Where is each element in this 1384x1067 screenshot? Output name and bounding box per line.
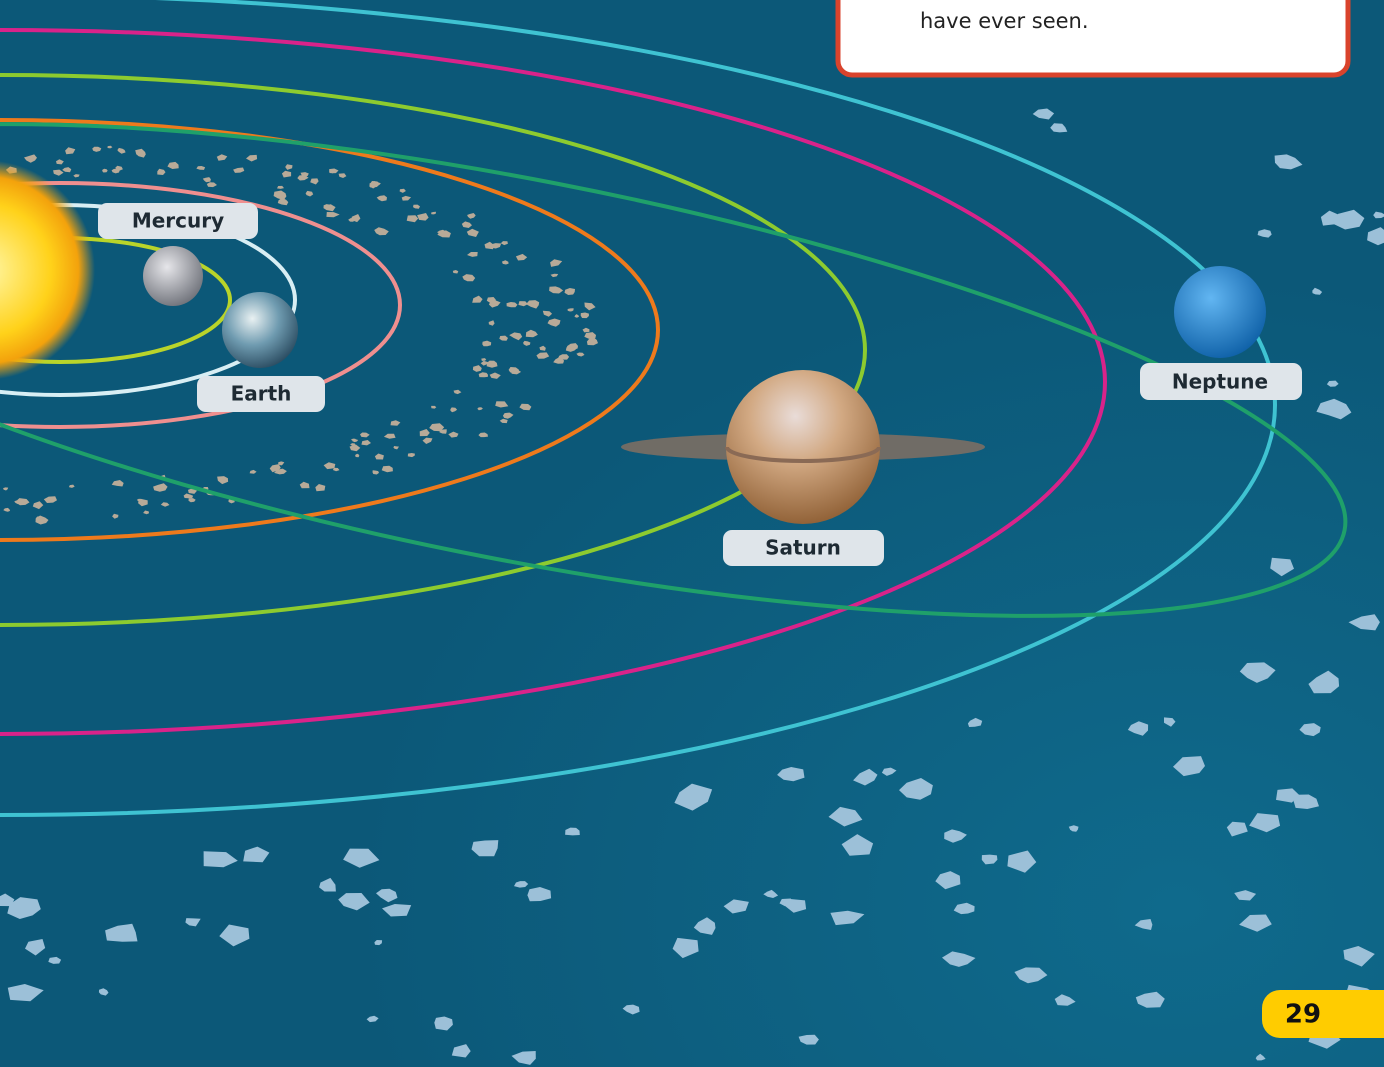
- background: [0, 0, 1384, 1067]
- planet-label: Saturn: [765, 536, 841, 560]
- planet-label: Mercury: [132, 209, 224, 233]
- solar-system-page: Mercury Earth Saturn Neptune have ever s…: [0, 0, 1384, 1067]
- earth: [222, 292, 298, 368]
- mercury: [143, 246, 203, 306]
- saturn: [726, 370, 880, 524]
- callout-text: have ever seen.: [920, 9, 1089, 33]
- page-number: 29: [1285, 1000, 1321, 1030]
- page-tab: [1262, 990, 1384, 1038]
- callout-box: [838, 0, 1348, 75]
- neptune: [1174, 266, 1266, 358]
- planet-label: Neptune: [1172, 370, 1268, 394]
- planet-label: Earth: [231, 382, 292, 406]
